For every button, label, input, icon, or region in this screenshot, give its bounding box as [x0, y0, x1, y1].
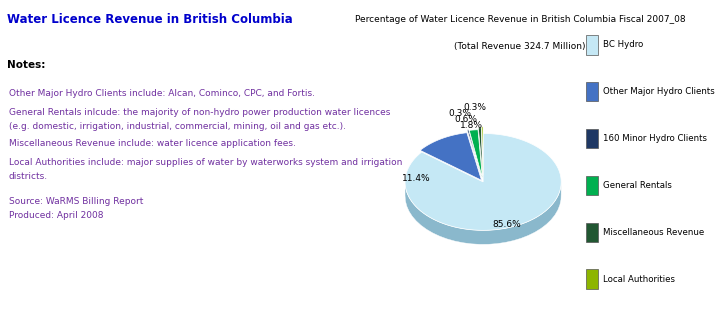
Text: 85.6%: 85.6% — [492, 220, 521, 229]
Text: Miscellaneous Revenue include: water licence application fees.: Miscellaneous Revenue include: water lic… — [9, 139, 295, 148]
Polygon shape — [420, 133, 482, 180]
Bar — [586, 82, 598, 101]
Text: Water Licence Revenue in British Columbia: Water Licence Revenue in British Columbi… — [7, 13, 293, 26]
Text: districts.: districts. — [9, 172, 48, 181]
Text: 11.4%: 11.4% — [402, 173, 431, 182]
Text: (Total Revenue 324.7 Million): (Total Revenue 324.7 Million) — [454, 42, 585, 51]
Polygon shape — [467, 130, 482, 177]
Text: Other Major Hydro Clients include: Alcan, Cominco, CPC, and Fortis.: Other Major Hydro Clients include: Alcan… — [9, 89, 315, 98]
Text: BC Hydro: BC Hydro — [603, 40, 644, 49]
Text: Miscellaneous Revenue: Miscellaneous Revenue — [603, 228, 705, 237]
Polygon shape — [405, 134, 561, 230]
Bar — [586, 176, 598, 195]
Text: Local Authorities include: major supplies of water by waterworks system and irri: Local Authorities include: major supplie… — [9, 158, 402, 167]
Text: Percentage of Water Licence Revenue in British Columbia Fiscal 2007_08: Percentage of Water Licence Revenue in B… — [354, 15, 685, 24]
Bar — [586, 269, 598, 289]
Bar — [586, 35, 598, 54]
Polygon shape — [405, 180, 561, 244]
Text: Produced: April 2008: Produced: April 2008 — [9, 211, 103, 220]
Text: Local Authorities: Local Authorities — [603, 275, 675, 284]
Text: 0.3%: 0.3% — [464, 103, 487, 112]
Bar — [586, 129, 598, 148]
Polygon shape — [469, 130, 482, 178]
Text: Source: WaRMS Billing Report: Source: WaRMS Billing Report — [9, 197, 143, 206]
Polygon shape — [478, 128, 483, 176]
Bar — [586, 223, 598, 242]
Text: General Rentals inlcude: the majority of non-hydro power production water licenc: General Rentals inlcude: the majority of… — [9, 108, 390, 117]
Polygon shape — [482, 127, 483, 175]
Text: 160 Minor Hydro Clients: 160 Minor Hydro Clients — [603, 134, 708, 143]
Text: 0.3%: 0.3% — [448, 109, 471, 118]
Text: 0.6%: 0.6% — [454, 115, 477, 124]
Text: 1.8%: 1.8% — [460, 121, 483, 130]
Text: Other Major Hydro Clients: Other Major Hydro Clients — [603, 87, 715, 96]
Text: General Rentals: General Rentals — [603, 181, 672, 190]
Text: Notes:: Notes: — [7, 60, 45, 70]
Text: (e.g. domestic, irrigation, industrial, commercial, mining, oil and gas etc.).: (e.g. domestic, irrigation, industrial, … — [9, 122, 346, 131]
